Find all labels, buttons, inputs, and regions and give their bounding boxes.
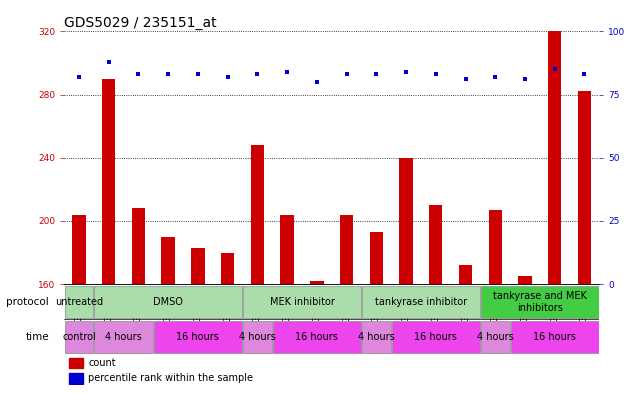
Point — [520, 76, 530, 83]
Bar — [94, 286, 242, 318]
Point — [371, 71, 381, 77]
Text: 16 hours: 16 hours — [533, 332, 576, 342]
Text: 4 hours: 4 hours — [358, 332, 395, 342]
Bar — [191, 248, 204, 284]
Point — [342, 71, 352, 77]
Point — [282, 69, 292, 75]
Bar — [340, 215, 353, 284]
Bar — [65, 286, 93, 318]
Bar — [519, 276, 531, 284]
Text: GDS5029 / 235151_at: GDS5029 / 235151_at — [64, 17, 217, 30]
Text: 4 hours: 4 hours — [477, 332, 513, 342]
Bar — [392, 321, 480, 353]
Bar — [370, 232, 383, 284]
Bar — [69, 373, 83, 384]
Point — [104, 59, 114, 65]
Text: control: control — [62, 332, 96, 342]
Text: protocol: protocol — [6, 297, 49, 307]
Bar — [251, 145, 264, 284]
Text: 16 hours: 16 hours — [176, 332, 219, 342]
Bar — [243, 321, 272, 353]
Point — [222, 74, 233, 80]
Text: untreated: untreated — [55, 297, 103, 307]
Bar — [578, 92, 591, 284]
Bar — [362, 321, 390, 353]
Text: count: count — [88, 358, 116, 368]
Bar — [481, 286, 599, 318]
Bar — [273, 321, 361, 353]
Bar — [429, 205, 442, 284]
Point — [133, 71, 144, 77]
Bar — [362, 286, 480, 318]
Text: tankyrase and MEK
inhibitors: tankyrase and MEK inhibitors — [493, 291, 587, 312]
Text: 16 hours: 16 hours — [296, 332, 338, 342]
Text: percentile rank within the sample: percentile rank within the sample — [88, 373, 253, 383]
Bar — [399, 158, 413, 284]
Bar — [511, 321, 599, 353]
Bar — [154, 321, 242, 353]
Point — [253, 71, 263, 77]
Text: 16 hours: 16 hours — [414, 332, 457, 342]
Point — [579, 71, 590, 77]
Bar — [94, 321, 153, 353]
Bar — [72, 215, 86, 284]
Point — [74, 74, 84, 80]
Text: tankyrase inhibitor: tankyrase inhibitor — [375, 297, 467, 307]
Bar — [459, 265, 472, 284]
Bar — [481, 321, 510, 353]
Point — [401, 69, 411, 75]
Bar — [221, 252, 235, 284]
Point — [431, 71, 441, 77]
Text: DMSO: DMSO — [153, 297, 183, 307]
Bar — [548, 31, 562, 284]
Text: time: time — [26, 332, 49, 342]
Point — [193, 71, 203, 77]
Text: 4 hours: 4 hours — [239, 332, 276, 342]
Point — [490, 74, 501, 80]
Point — [549, 66, 560, 72]
Point — [312, 79, 322, 85]
Bar — [488, 210, 502, 284]
Text: 4 hours: 4 hours — [105, 332, 142, 342]
Bar — [69, 358, 83, 369]
Bar — [132, 208, 145, 284]
Point — [460, 76, 470, 83]
Bar — [162, 237, 175, 284]
Bar — [102, 79, 115, 284]
Point — [163, 71, 173, 77]
Bar — [65, 321, 93, 353]
Bar — [243, 286, 361, 318]
Text: MEK inhibitor: MEK inhibitor — [270, 297, 335, 307]
Bar — [280, 215, 294, 284]
Bar — [310, 281, 324, 284]
